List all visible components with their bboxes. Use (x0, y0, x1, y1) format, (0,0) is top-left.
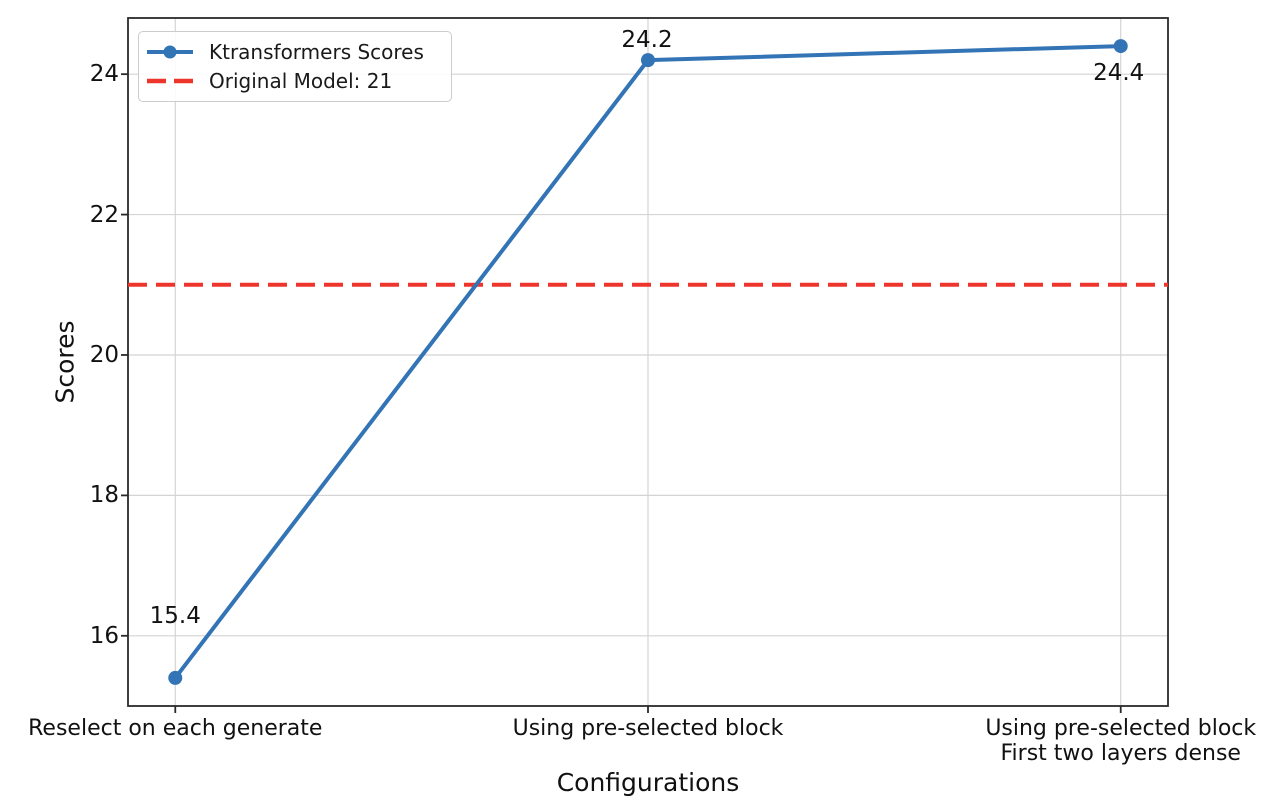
legend-label: Ktransformers Scores (209, 40, 424, 65)
x-tick-label: Using pre-selected block (512, 716, 784, 741)
y-tick-label: 22 (89, 201, 119, 228)
legend: Ktransformers Scores Original Model: 21 (138, 31, 452, 102)
legend-label: Original Model: 21 (209, 68, 393, 93)
y-axis-title: Scores (50, 320, 80, 404)
legend-item-ktransformers-scores: Ktransformers Scores (146, 42, 445, 62)
data-point-label: 15.4 (149, 602, 201, 629)
data-point-marker (1113, 39, 1128, 54)
data-point-marker (168, 670, 183, 685)
y-tick-label: 24 (89, 61, 119, 88)
y-tick-label: 16 (89, 622, 119, 649)
data-point-label: 24.4 (1093, 60, 1145, 87)
x-axis-title: Configurations (556, 768, 740, 797)
y-tick-label: 20 (89, 341, 119, 368)
line-marker-swatch-icon (147, 45, 193, 59)
data-point-marker (641, 53, 655, 68)
legend-item-original-model: Original Model: 21 (146, 71, 445, 91)
x-tick-label: Reselect on each generate (28, 716, 323, 741)
data-point-label: 24.2 (621, 27, 673, 54)
y-tick-label: 18 (89, 482, 119, 509)
x-tick-label: Using pre-selected block First two layer… (985, 716, 1257, 766)
dashed-line-swatch-icon (147, 78, 193, 83)
